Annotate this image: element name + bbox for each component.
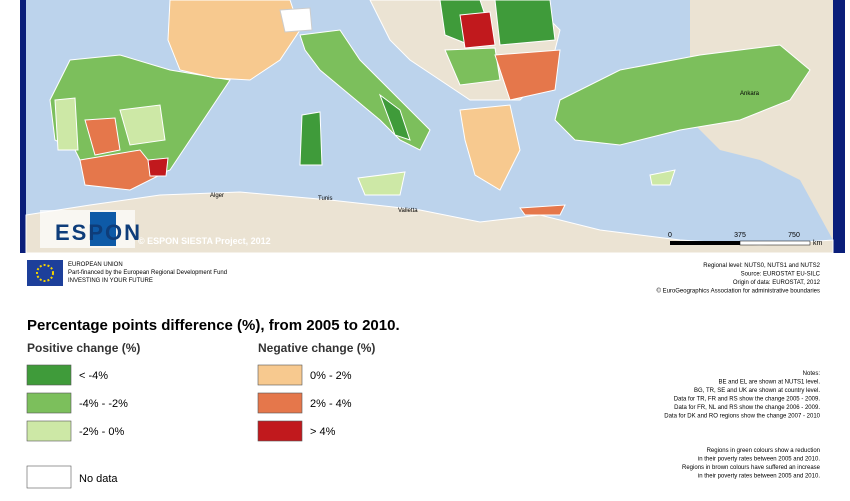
source-line: © EuroGeographics Association for admini… [656,288,820,295]
legend-label: No data [79,473,118,485]
legend-swatch [257,420,303,442]
romania [494,0,556,46]
notes: Notes: BE and EL are shown at NUTS1 level… [664,371,820,480]
note-line: Data for DK and RO regions show the chan… [664,414,820,420]
region [84,117,121,156]
turkey [554,44,811,146]
legend-title: Percentage points difference (%), from 2… [27,317,400,334]
place: Tunis [318,196,332,202]
source-line: Regional level: NUTS0, NUTS1 and NUTS2 [703,263,820,269]
legend-swatch [26,364,72,386]
sources: Regional level: NUTS0, NUTS1 and NUTS2 So… [656,263,820,295]
logo-bg [40,210,135,248]
region [147,157,169,177]
remark-line: Regions in green colours show a reductio… [707,448,820,454]
legend: Positive change (%) < -4% -4% - -2% -2% - 0… [26,341,375,489]
legend-group-title: Positive change (%) [27,341,140,355]
cyprus [649,169,676,186]
scale-label: 0 [668,232,672,239]
eu-stars [36,264,54,282]
note-line: Data for TR, FR and RS show the change 2… [674,397,821,403]
legend-swatch [26,420,72,442]
map-border [20,0,26,253]
legend-swatch [257,364,303,386]
logo-square [90,212,116,246]
greece [459,104,521,191]
remark-line: in their poverty rates between 2005 and … [698,474,820,480]
remark-line: in their poverty rates between 2005 and … [698,457,820,463]
legend-swatch [26,465,72,489]
bulgaria [494,49,561,101]
scale-label: km [813,240,823,247]
region [119,104,166,146]
eu-text: Part-financed by the European Regional D… [68,270,227,276]
legend-group-title: Negative change (%) [258,341,375,355]
note-line: Notes: [803,371,821,377]
place: Ankara [740,91,760,97]
crete [519,204,566,216]
place: Valletta [398,208,418,214]
scale-label: 750 [788,232,800,239]
legend-label: 2% - 4% [310,398,352,410]
serbia [444,47,501,86]
copyright: © ESPON SIESTA Project, 2012 [138,236,271,246]
scale-label: 375 [734,232,746,239]
note-line: BE and EL are shown at NUTS1 level. [719,380,821,386]
eu-text: EUROPEAN UNION [68,262,123,268]
region [79,149,161,191]
sicily [357,171,406,196]
switzerland [279,7,313,33]
legend-label: 0% - 2% [310,370,352,382]
source-line: Origin of data: EUROSTAT, 2012 [733,280,821,286]
legend-swatch [257,392,303,414]
sardinia [299,111,323,166]
logo: ESPON [55,220,142,245]
map-border [833,0,845,253]
legend-label: > 4% [310,426,336,438]
note-line: Data for FR, NL and RS show the change 2… [674,405,820,411]
eu-text: INVESTING IN YOUR FUTURE [68,278,153,284]
eu-flag [27,260,63,286]
scale-bar [739,240,811,246]
remark-line: Regions in brown colours have suffered a… [682,465,821,471]
region [459,11,496,49]
legend-label: -2% - 0% [79,426,124,438]
source-line: Source: EUROSTAT EU-SILC [741,272,821,278]
portugal [54,97,79,151]
legend-label: -4% - -2% [79,398,128,410]
map: ESPON © ESPON SIESTA Project, 2012 Ankar… [20,0,845,254]
legend-label: < -4% [79,370,108,382]
note-line: BG, TR, SE and UK are shown at country l… [694,388,820,394]
place: Alger [210,193,224,199]
region [378,93,411,141]
legend-swatch [26,392,72,414]
